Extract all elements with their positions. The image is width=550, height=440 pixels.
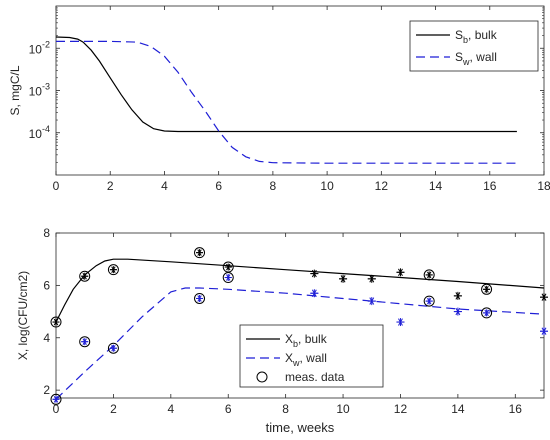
star-marker xyxy=(483,309,491,317)
legend-box xyxy=(239,324,384,388)
legend-label: Xb, bulk xyxy=(285,332,328,349)
star-marker xyxy=(109,344,117,352)
y-tick-label: 6 xyxy=(43,278,50,292)
star-marker xyxy=(81,272,89,280)
star-marker xyxy=(396,268,405,277)
star-marker xyxy=(453,307,462,316)
measured-circle xyxy=(481,307,493,319)
y-tick-label: 8 xyxy=(43,226,50,240)
measured-circle xyxy=(50,316,62,328)
y-tick-label: 2 xyxy=(43,383,50,397)
legend-entry: Xw, wall xyxy=(246,351,327,368)
star-marker xyxy=(396,318,405,327)
measured-circle xyxy=(107,342,119,354)
star-marker xyxy=(367,297,376,306)
legend-label: Sb, bulk xyxy=(455,28,498,45)
x-tick-label: 12 xyxy=(394,402,408,416)
measured-circle xyxy=(50,393,62,405)
x-tick-label: 6 xyxy=(215,179,222,193)
legend-entry: meas. data xyxy=(256,370,345,384)
y-tick-label: 10-4 xyxy=(29,124,50,141)
legend: Xb, bulk Xw, wall meas. data xyxy=(239,324,384,388)
measured-circle xyxy=(194,247,206,259)
x-tick-label: 14 xyxy=(429,179,443,193)
star-marker xyxy=(196,294,204,302)
measured-circle xyxy=(79,270,91,282)
x-tick-label: 8 xyxy=(282,402,289,416)
x-tick-label: 14 xyxy=(451,402,465,416)
series-line-w xyxy=(56,40,517,164)
x-tick-label: 6 xyxy=(225,402,232,416)
series-line-b xyxy=(55,258,545,323)
star-marker xyxy=(224,263,232,271)
star-marker xyxy=(224,274,232,282)
star-marker xyxy=(540,293,548,302)
x-tick-label: 10 xyxy=(320,179,334,193)
star-marker xyxy=(109,266,117,274)
y-axis-label: X, log(CFU/cm2) xyxy=(16,271,30,360)
star-marker xyxy=(453,291,462,300)
measured-circle xyxy=(423,269,435,281)
star-marker xyxy=(425,297,433,305)
star-marker xyxy=(52,395,60,403)
x-tick-label: 0 xyxy=(53,179,60,193)
x-axis-label: time, weeks xyxy=(266,420,335,435)
star-marker xyxy=(425,271,433,279)
legend-label: Sw, wall xyxy=(455,50,497,67)
x-tick-label: 18 xyxy=(537,179,550,193)
measured-circle xyxy=(222,272,234,284)
x-tick-label: 0 xyxy=(53,402,60,416)
measured-circle xyxy=(481,283,493,295)
series-line-b xyxy=(55,36,517,133)
star-marker xyxy=(310,269,319,278)
legend-marker xyxy=(256,371,268,383)
measured-circle xyxy=(423,295,435,307)
star-marker xyxy=(52,318,60,326)
x-tick-label: 8 xyxy=(270,179,277,193)
y-tick-label: 10-3 xyxy=(29,82,50,99)
x-tick-label: 16 xyxy=(509,402,523,416)
measured-circle xyxy=(107,264,119,276)
star-marker xyxy=(81,338,89,346)
legend-entry: Sw, wall xyxy=(416,50,497,67)
legend-box xyxy=(409,20,539,72)
y-tick-label: 10-2 xyxy=(29,39,50,56)
legend-label: meas. data xyxy=(285,370,345,384)
measured-circle xyxy=(194,292,206,304)
x-tick-label: 4 xyxy=(161,179,168,193)
y-tick-label: 4 xyxy=(43,331,50,345)
x-tick-label: 12 xyxy=(375,179,389,193)
star-marker xyxy=(367,274,376,283)
legend-label: Xw, wall xyxy=(285,351,327,368)
legend-entry: Xb, bulk xyxy=(246,332,328,349)
x-tick-label: 2 xyxy=(107,179,114,193)
star-marker xyxy=(196,249,204,257)
legend-entry: Sb, bulk xyxy=(416,28,498,45)
chart-1: 0 2 4 6 8 10 12 14 16 18 10-4 10-3 10-2 S, mgC/L Sb, b… xyxy=(8,5,550,193)
x-tick-label: 10 xyxy=(336,402,350,416)
y-axis-label: S, mgC/L xyxy=(8,65,22,115)
star-marker xyxy=(310,289,319,298)
x-tick-label: 2 xyxy=(110,402,117,416)
star-marker xyxy=(483,285,491,293)
legend: Sb, bulk Sw, wall xyxy=(409,20,539,72)
x-tick-label: 16 xyxy=(483,179,497,193)
x-tick-label: 4 xyxy=(167,402,174,416)
star-marker xyxy=(339,274,348,283)
measured-circle xyxy=(79,336,91,348)
star-marker xyxy=(540,327,548,336)
